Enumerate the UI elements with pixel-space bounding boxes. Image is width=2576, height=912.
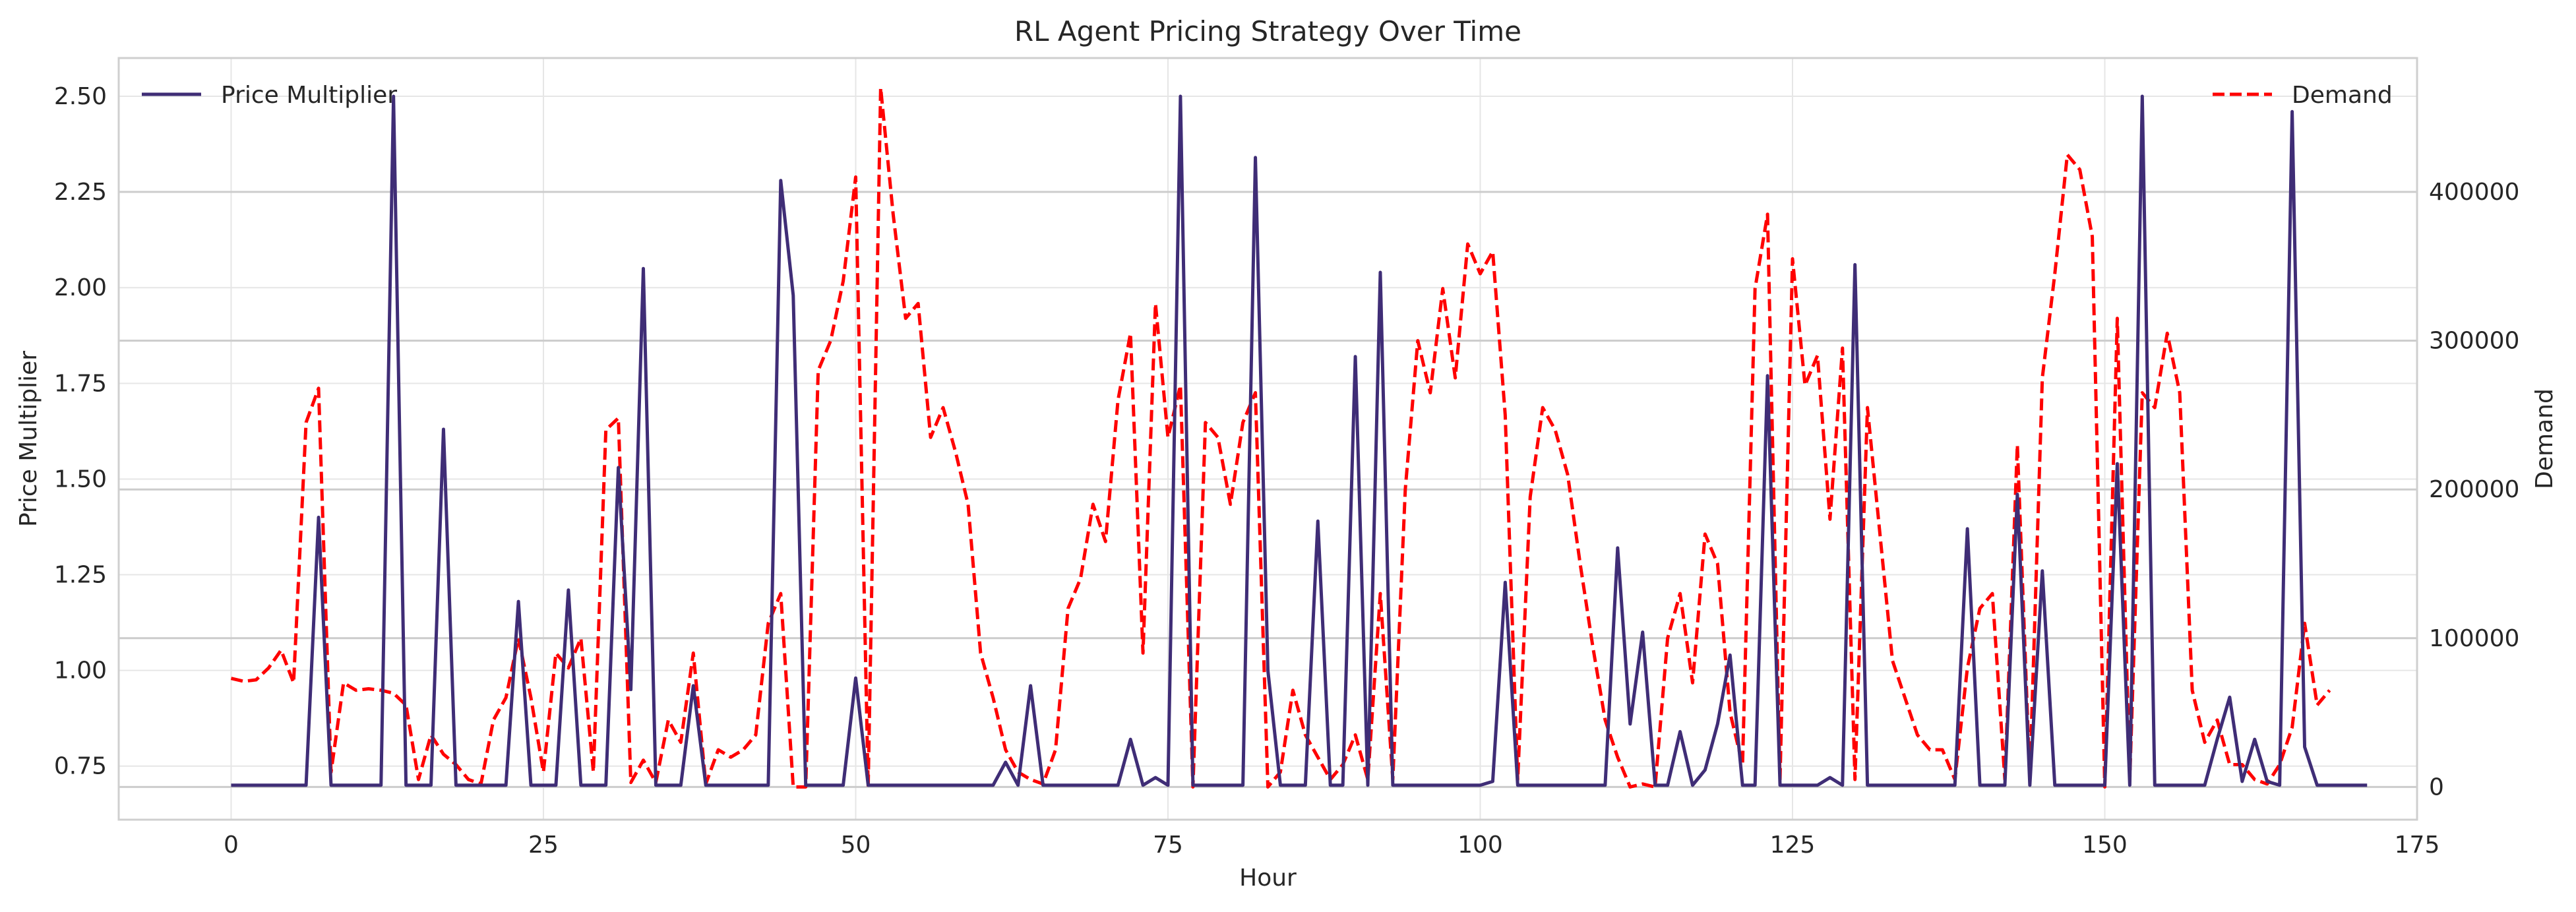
y-left-tick-label: 1.75 xyxy=(54,370,107,397)
y-right-tick-label: 400000 xyxy=(2429,179,2519,206)
y-left-tick-label: 1.00 xyxy=(54,657,107,684)
legend-price-multiplier: Price Multiplier xyxy=(142,82,397,109)
x-tick-label: 75 xyxy=(1153,832,1183,859)
x-tick-label: 175 xyxy=(2395,832,2440,859)
x-tick-label: 100 xyxy=(1457,832,1503,859)
grid-layer xyxy=(119,58,2418,820)
legend-demand: Demand xyxy=(2213,82,2393,109)
x-tick-label: 25 xyxy=(528,832,559,859)
y-left-tick-label: 2.00 xyxy=(54,274,107,301)
plot-frame xyxy=(117,57,2418,821)
x-tick-label: 125 xyxy=(1770,832,1816,859)
y-right-axis-label: Demand xyxy=(2531,388,2558,489)
y-left-tick-label: 2.50 xyxy=(54,83,107,110)
y-left-tick-label: 1.25 xyxy=(54,562,107,589)
legend-label-price-multiplier: Price Multiplier xyxy=(221,82,397,109)
x-tick-label: 150 xyxy=(2082,832,2128,859)
y-left-tick-label: 0.75 xyxy=(54,753,107,780)
chart-title: RL Agent Pricing Strategy Over Time xyxy=(1014,15,1521,47)
y-left-tick-label: 1.50 xyxy=(54,466,107,493)
y-right-tick-label: 0 xyxy=(2429,774,2444,801)
y-right-tick-label: 200000 xyxy=(2429,476,2519,503)
legend-label-demand: Demand xyxy=(2292,82,2393,109)
x-tick-label: 50 xyxy=(841,832,871,859)
y-right-tick-label: 100000 xyxy=(2429,625,2519,652)
y-left-tick-label: 2.25 xyxy=(54,179,107,206)
y-right-tick-label: 300000 xyxy=(2429,328,2519,355)
y-left-axis-label: Price Multiplier xyxy=(15,351,42,527)
series-layer xyxy=(230,86,2368,789)
series-line-price-multiplier xyxy=(231,94,2368,787)
tick-layer: 0 25 50 75 100 125 150 175 0.75 1.00 1.25 1.50 1.75 2… xyxy=(54,83,2520,859)
x-axis-label: Hour xyxy=(1239,865,1297,892)
x-tick-label: 0 xyxy=(224,832,239,859)
